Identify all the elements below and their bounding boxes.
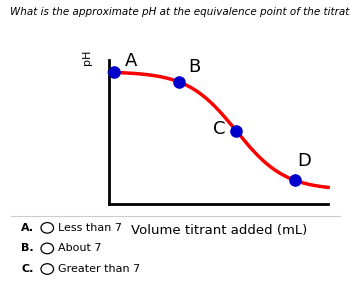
Point	[233, 128, 239, 133]
Text: C.: C.	[21, 264, 33, 274]
Text: What is the approximate pH at the equivalence point of the titration curve shown: What is the approximate pH at the equiva…	[10, 7, 350, 17]
Text: Greater than 7: Greater than 7	[58, 264, 140, 274]
Text: About 7: About 7	[58, 243, 101, 253]
Text: pH: pH	[82, 50, 92, 65]
Point	[111, 70, 117, 75]
Text: C: C	[213, 121, 225, 138]
Text: B: B	[188, 58, 200, 76]
Point	[293, 178, 298, 183]
Text: Volume titrant added (mL): Volume titrant added (mL)	[131, 224, 307, 237]
Point	[176, 80, 182, 84]
Text: Less than 7: Less than 7	[58, 223, 122, 233]
Text: D: D	[298, 152, 312, 170]
Text: A.: A.	[21, 223, 34, 233]
Text: A: A	[125, 51, 137, 70]
Text: B.: B.	[21, 243, 34, 253]
